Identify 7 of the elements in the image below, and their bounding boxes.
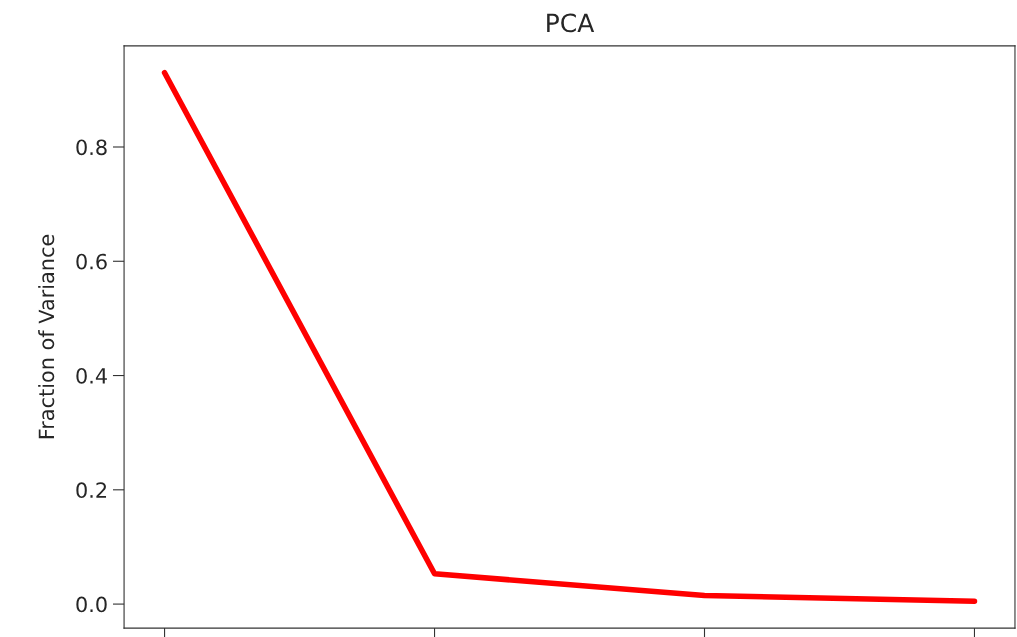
y-tick-label: 0.2 [76,482,107,499]
y-tick-label: 0.0 [76,596,107,613]
y-tick-label: 0.4 [76,367,107,384]
chart-title: PCA [547,13,595,33]
y-tick-label: 0.6 [76,253,107,270]
y-axis-title: Fraction of Variance [38,234,55,439]
y-tick-label: 0.8 [76,139,107,156]
